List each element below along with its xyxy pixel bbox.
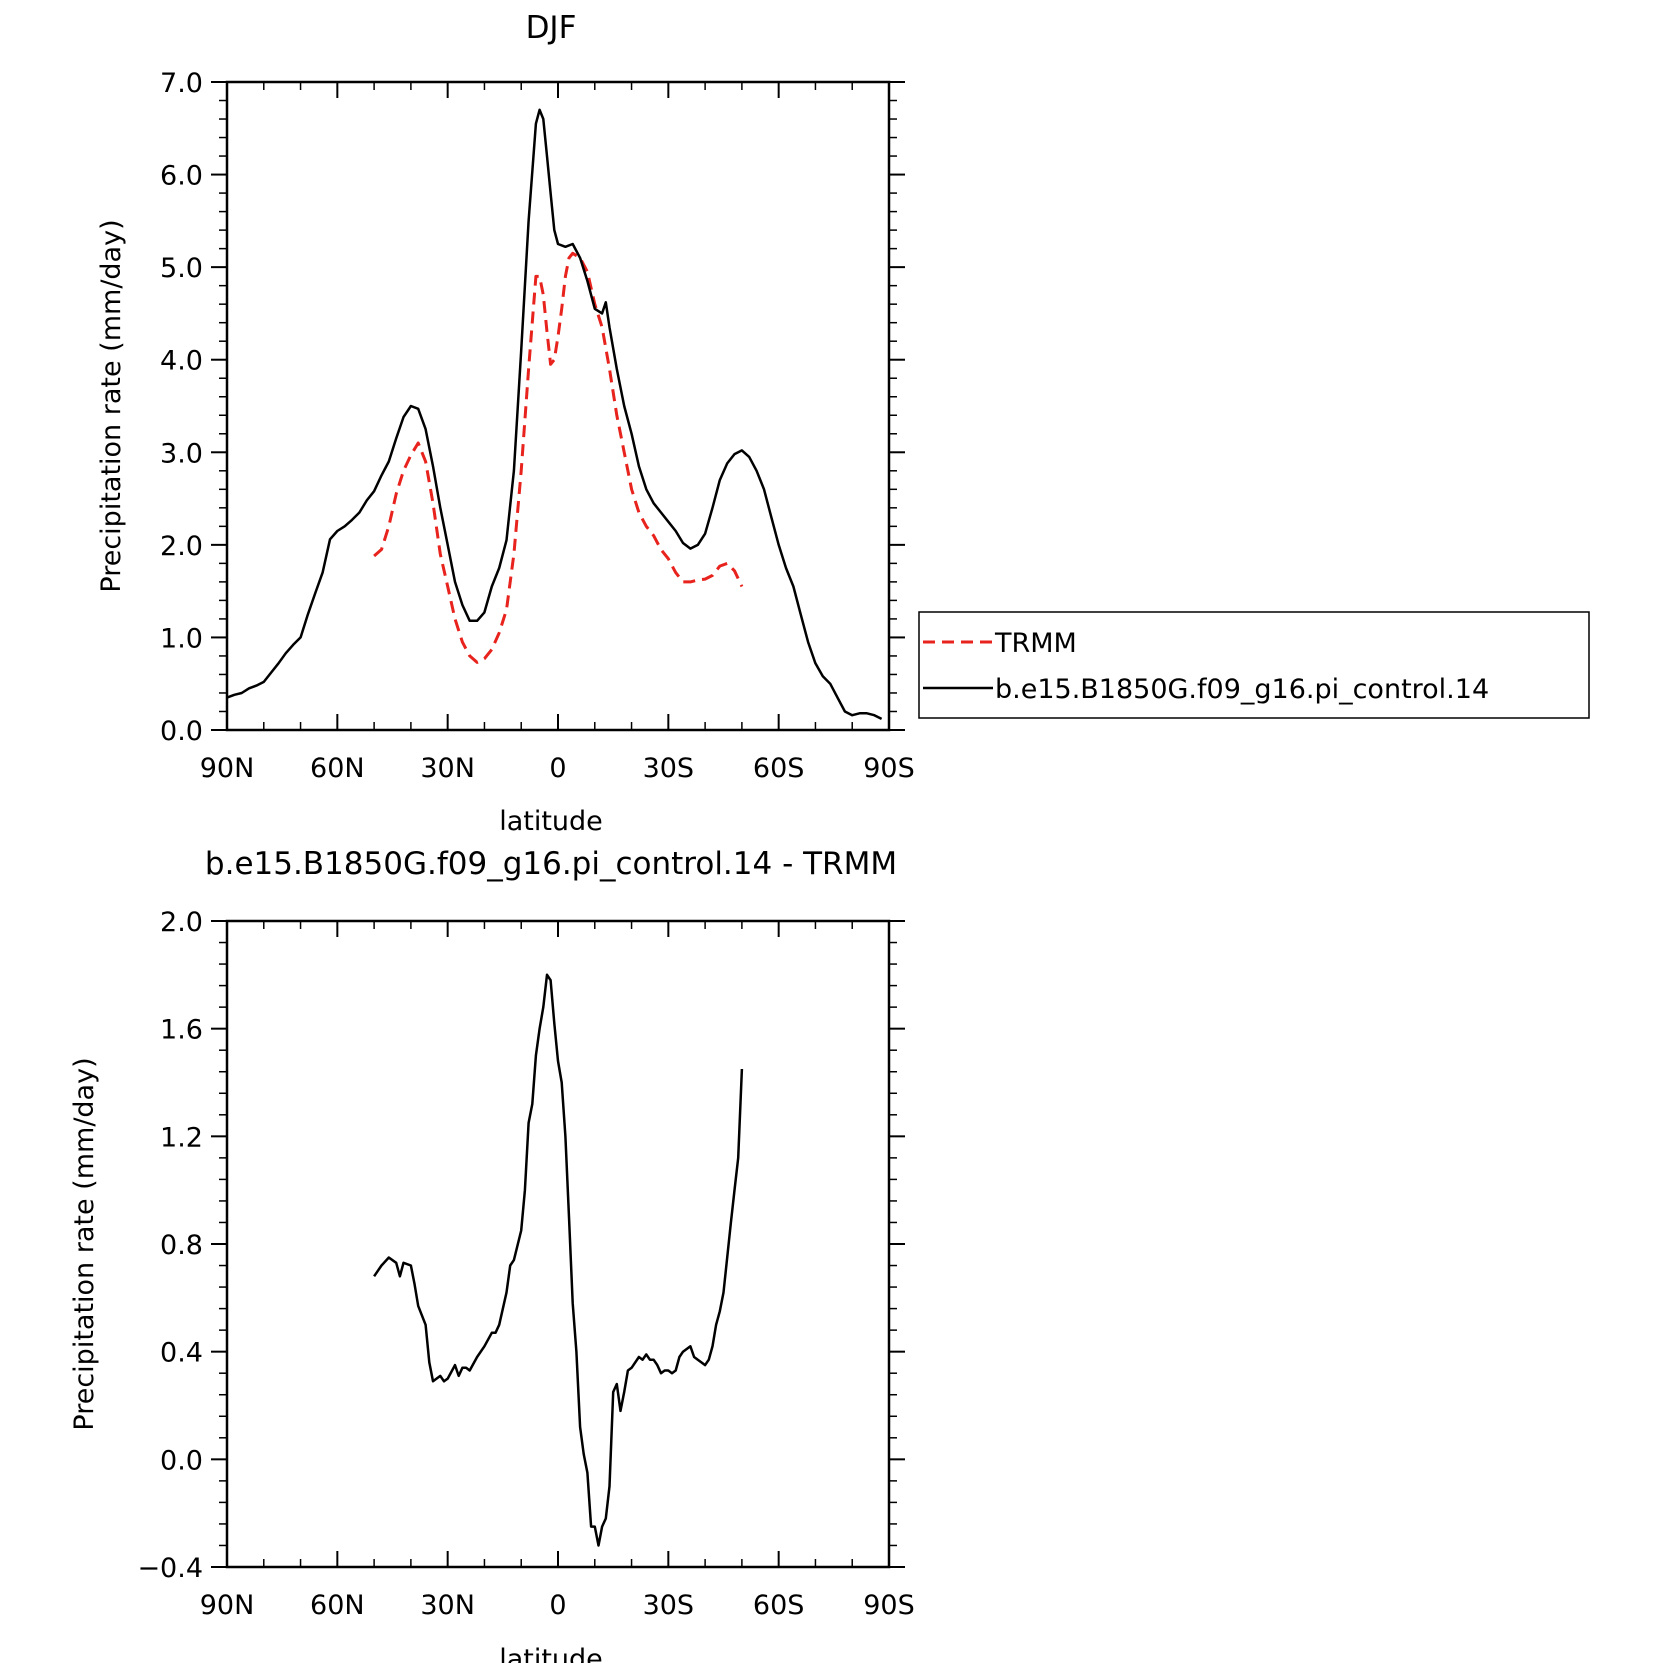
difference-series-line: [373, 973, 744, 1547]
x-tick-label: 30S: [643, 1590, 695, 1621]
y-tick-label: 7.0: [160, 68, 203, 99]
bottom-chart-plot-frame: [225, 919, 891, 1569]
x-tick-label: 90S: [863, 1590, 915, 1621]
y-tick-label: 2.0: [160, 907, 203, 938]
bottom-chart-title: b.e15.B1850G.f09_g16.pi_control.14 - TRM…: [205, 846, 897, 882]
y-tick-label: 0.4: [160, 1338, 203, 1369]
x-tick-label: 90N: [200, 1590, 255, 1621]
legend-label-trmm: TRMM: [994, 628, 1077, 659]
y-tick-label: 1.6: [160, 1015, 203, 1046]
legend-box: [918, 611, 1590, 719]
y-tick-label: 1.2: [160, 1122, 203, 1153]
x-tick-label: 30N: [420, 1590, 475, 1621]
top-chart-y-axis-label: Precipitation rate (mm/day): [96, 219, 127, 592]
x-tick-label: 0: [549, 1590, 566, 1621]
model-series-line: [226, 108, 883, 721]
top-chart-plot-frame: [225, 80, 891, 732]
bottom-chart: b.e15.B1850G.f09_g16.pi_control.14 - TRM…: [69, 846, 915, 1663]
trmm-series-line: [373, 251, 744, 664]
bottom-chart-major-ticks: [211, 920, 905, 1568]
top-chart-minor-ticks: [219, 82, 897, 730]
x-tick-label: 60S: [753, 1590, 805, 1621]
bottom-chart-series: [373, 973, 744, 1547]
y-tick-label: 4.0: [160, 346, 203, 377]
y-tick-label: 0.0: [160, 1445, 203, 1476]
legend: TRMM b.e15.B1850G.f09_g16.pi_control.14: [918, 611, 1590, 719]
top-chart-title: DJF: [526, 10, 577, 46]
bottom-chart-x-axis-label: latitude: [499, 1644, 603, 1663]
bottom-chart-tick-labels: 90N 60N 30N 0 30S 60S 90S −0.4 0.0 0.4 0.8 1.2 1.6 2.…: [137, 907, 914, 1621]
top-chart-tick-labels: 90N 60N 30N 0 30S 60S 90S 0.0 1.0 2.0 3.0 4.0 5.0 6.0…: [160, 68, 915, 784]
y-tick-label: 6.0: [160, 161, 203, 192]
y-tick-label: 0.8: [160, 1230, 203, 1261]
legend-label-model: b.e15.B1850G.f09_g16.pi_control.14: [995, 674, 1489, 705]
y-tick-label: 0.0: [160, 716, 203, 747]
x-tick-label: 0: [549, 753, 566, 784]
bottom-chart-minor-ticks: [219, 921, 897, 1567]
top-chart-major-ticks: [211, 81, 905, 731]
top-chart-x-axis-label: latitude: [499, 806, 603, 837]
x-tick-label: 90N: [200, 753, 255, 784]
y-tick-label: 1.0: [160, 623, 203, 654]
bottom-chart-y-axis-label: Precipitation rate (mm/day): [69, 1057, 100, 1430]
x-tick-label: 60N: [310, 1590, 365, 1621]
x-tick-label: 30N: [420, 753, 475, 784]
y-tick-label: 5.0: [160, 253, 203, 284]
top-chart-series: [226, 108, 883, 721]
y-tick-label: 3.0: [160, 438, 203, 469]
top-chart: DJF 90N 60N 30N 0 30S 60S 90S 0.0 1.0 2.0 3.0 4.0 5.…: [96, 10, 915, 837]
y-tick-label: −0.4: [137, 1553, 203, 1584]
x-tick-label: 30S: [643, 753, 695, 784]
y-tick-label: 2.0: [160, 531, 203, 562]
x-tick-label: 60N: [310, 753, 365, 784]
x-tick-label: 60S: [753, 753, 805, 784]
x-tick-label: 90S: [863, 753, 915, 784]
